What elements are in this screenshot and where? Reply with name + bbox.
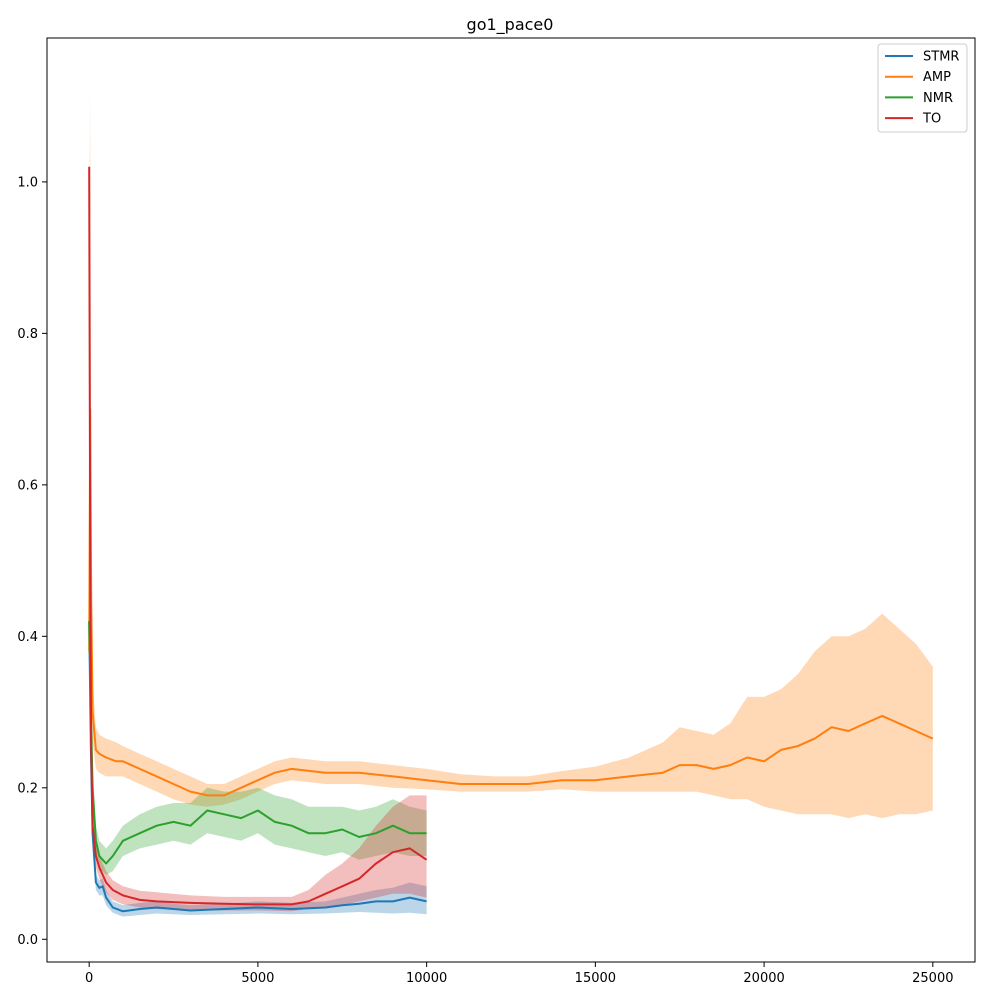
y-tick-label: 0.6 (17, 478, 38, 493)
y-tick-label: 1.0 (17, 175, 38, 190)
legend-label-stmr: STMR (923, 50, 959, 65)
series-line-to (88, 166, 428, 906)
x-tick-label: 0 (85, 971, 93, 986)
x-tick-label: 25000 (912, 971, 953, 986)
series-line-stmr (88, 621, 427, 913)
x-tick-label: 20000 (743, 971, 784, 986)
y-tick-label: 0.8 (17, 327, 38, 342)
band-amp (89, 91, 933, 819)
x-axis: 0 5000 10000 15000 20000 25000 (85, 962, 953, 986)
y-tick-label: 0.2 (17, 781, 38, 796)
legend-label-to: TO (922, 112, 941, 127)
band-nmr (89, 606, 427, 875)
chart-title: go1_pace0 (467, 15, 554, 35)
x-tick-label: 10000 (406, 971, 447, 986)
y-tick-label: 0.0 (17, 933, 38, 948)
y-tick-label: 0.4 (17, 630, 38, 645)
x-tick-label: 15000 (575, 971, 616, 986)
legend: STMR AMP NMR TO (877, 43, 968, 133)
legend-label-amp: AMP (923, 70, 951, 85)
legend-box (877, 43, 968, 133)
plot-area-frame (46, 37, 976, 963)
series-line-amp (88, 408, 934, 797)
x-tick-label: 5000 (241, 971, 274, 986)
y-axis: 0.0 0.2 0.4 0.6 0.8 1.0 (17, 175, 47, 948)
band-to (89, 91, 427, 912)
series-lines (88, 166, 934, 913)
series-line-nmr (88, 621, 427, 865)
legend-label-nmr: NMR (923, 91, 953, 106)
confidence-bands (89, 91, 933, 917)
